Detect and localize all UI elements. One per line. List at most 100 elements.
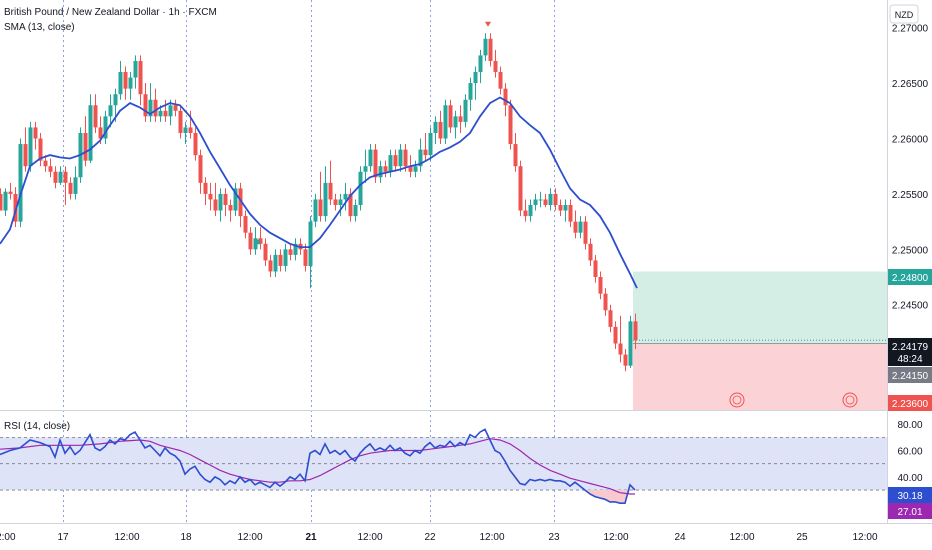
candle-down — [328, 160, 333, 205]
candle-down — [383, 160, 388, 178]
candle-down — [543, 193, 548, 208]
currency-button[interactable]: NZD — [889, 4, 919, 24]
candle-down — [63, 166, 68, 205]
position-tool[interactable] — [633, 271, 887, 410]
candle-body — [98, 127, 103, 139]
candle-body — [128, 77, 133, 89]
candle-down — [553, 188, 558, 211]
time-tick-label: 12:00 — [114, 532, 139, 543]
rsi-legend[interactable]: RSI (14, close) — [4, 421, 70, 432]
candle-down — [523, 199, 528, 222]
price-axis[interactable]: 2.27000 2.26500 2.26000 2.25500 2.25000 2.245… — [892, 24, 929, 312]
candle-body — [123, 72, 128, 89]
candle-body — [83, 132, 88, 161]
candle-body — [148, 99, 153, 117]
candle-body — [228, 205, 233, 211]
candle-body — [203, 182, 208, 194]
event-icon-inner — [732, 395, 742, 405]
time-tick-label: 12:00 — [357, 532, 382, 543]
candle-up — [358, 166, 363, 211]
rsi-tick-label: 80.00 — [897, 420, 922, 431]
profit-zone — [633, 271, 887, 344]
candle-body — [38, 138, 43, 161]
candle-body — [63, 171, 68, 183]
candle-up — [413, 160, 418, 178]
candle-down — [53, 166, 58, 189]
buy-signal-icon — [255, 239, 261, 245]
candle-up — [183, 121, 188, 145]
candle-up — [293, 238, 298, 261]
price-tick-label: 2.26000 — [892, 135, 929, 146]
candle-body — [568, 205, 573, 222]
candles — [0, 33, 638, 372]
price-tick-label: 2.25500 — [892, 190, 929, 201]
candle-up — [338, 193, 343, 217]
candle-body — [133, 60, 138, 78]
rsi-pane[interactable] — [0, 428, 887, 504]
candle-body — [448, 105, 453, 128]
time-axis[interactable]: 12:00 17 12:00 18 12:00 21 12:00 22 12:00 23 12:00… — [0, 532, 878, 543]
candle-up — [468, 77, 473, 111]
candle-body — [333, 199, 338, 205]
candle-up — [453, 110, 458, 139]
candle-body — [433, 121, 438, 133]
candle-down — [268, 254, 273, 278]
candle-body — [398, 149, 403, 167]
candle-down — [348, 188, 353, 222]
candle-down — [318, 171, 323, 222]
candle-up — [378, 160, 383, 183]
candle-body — [103, 116, 108, 139]
candle-body — [543, 199, 548, 205]
candle-body — [628, 321, 633, 366]
candle-body — [308, 221, 313, 266]
candle-down — [593, 254, 598, 283]
candle-body — [58, 171, 63, 183]
target-price-tag: 2.24800 — [888, 269, 932, 285]
stop-price-tag: 2.23600 — [888, 395, 932, 411]
candle-body — [238, 188, 243, 217]
candle-up — [528, 199, 533, 222]
candle-body — [443, 105, 448, 139]
candle-body — [13, 193, 18, 222]
candle-body — [393, 155, 398, 167]
candle-up — [28, 121, 33, 172]
candle-up — [483, 33, 488, 61]
candle-body — [468, 83, 473, 100]
candle-body — [428, 132, 433, 156]
candle-body — [303, 249, 308, 266]
candle-body — [178, 110, 183, 133]
candle-up — [283, 243, 288, 272]
candle-body — [613, 326, 618, 344]
candle-body — [48, 166, 53, 172]
price-tick-label: 2.24500 — [892, 301, 929, 312]
candle-down — [43, 155, 48, 172]
candle-down — [303, 243, 308, 272]
candle-body — [498, 72, 503, 89]
rsi-tick-label: 60.00 — [897, 447, 922, 458]
candle-body — [113, 94, 118, 106]
candle-body — [223, 193, 228, 205]
candle-down — [248, 227, 253, 255]
candle-body — [563, 205, 568, 211]
candle-body — [283, 249, 288, 266]
rsi-tick-label: 40.00 — [897, 473, 922, 484]
candle-body — [633, 321, 638, 341]
candle-body — [73, 177, 78, 194]
candle-up — [388, 149, 393, 178]
day-tick-label: 17 — [57, 532, 69, 543]
candle-body — [483, 38, 488, 56]
rsi-ma-value-tag: 27.01 — [888, 503, 932, 519]
candle-body — [383, 166, 388, 172]
time-tick-label: 12:00 — [0, 532, 16, 543]
candle-body — [618, 343, 623, 355]
candle-body — [268, 260, 273, 272]
candle-body — [28, 127, 33, 167]
candle-body — [558, 205, 563, 211]
candle-body — [548, 193, 553, 205]
rsi-axis[interactable]: 80.00 60.00 40.00 — [897, 420, 922, 484]
candle-body — [0, 193, 3, 211]
sma-legend[interactable]: SMA (13, close) — [4, 22, 75, 33]
candle-up — [473, 66, 478, 100]
candle-down — [603, 288, 608, 316]
